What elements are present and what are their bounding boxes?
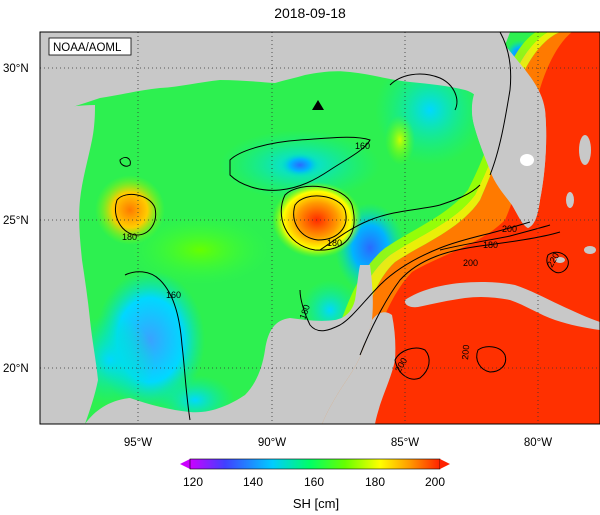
colorbar-tick-label: 180 [365,475,385,489]
colorbar-over-arrow [440,459,450,469]
lon-tick-label: 80°W [524,437,552,449]
colorbar-under-arrow [180,459,190,469]
contour-label: 160 [355,141,370,151]
colorbar-gradient [189,458,441,470]
station-marker-icon [312,100,324,110]
lat-axis: 30°N 25°N 20°N [3,63,29,375]
colorbar-label: SH [cm] [293,496,339,511]
contour-label: 180 [122,232,137,242]
lon-tick-label: 85°W [391,437,419,449]
land-masses [40,32,600,424]
lon-axis: 95°W 90°W 85°W 80°W [124,437,552,449]
map-title: 2018-09-18 [274,5,346,21]
map-area: 160 180 180 180 200 200 200 160 200 220 … [40,32,600,424]
lat-tick-label: 30°N [3,63,29,75]
contour-label: 180 [327,238,342,248]
lon-tick-label: 95°W [124,437,152,449]
colorbar-tick-label: 120 [183,475,203,489]
lon-tick-label: 90°W [258,437,286,449]
colorbar-tick-label: 160 [304,475,324,489]
contour-label: 200 [463,258,478,268]
colorbar-tick-label: 200 [425,475,445,489]
contour-lines [115,32,569,421]
graticule [40,32,600,424]
credit-label: NOAA/AOML [53,42,122,54]
colorbar-tick-label: 140 [243,475,263,489]
contour-label: 160 [166,290,181,300]
contour-label: 180 [297,303,312,321]
map-frame [39,31,600,425]
lat-tick-label: 25°N [3,215,29,227]
contour-label: 180 [483,240,498,250]
lat-tick-label: 20°N [3,363,29,375]
colorbar: 120 140 160 180 200 SH [cm] [180,458,450,511]
contour-label: 200 [502,224,517,234]
contour-label: 200 [460,344,471,360]
